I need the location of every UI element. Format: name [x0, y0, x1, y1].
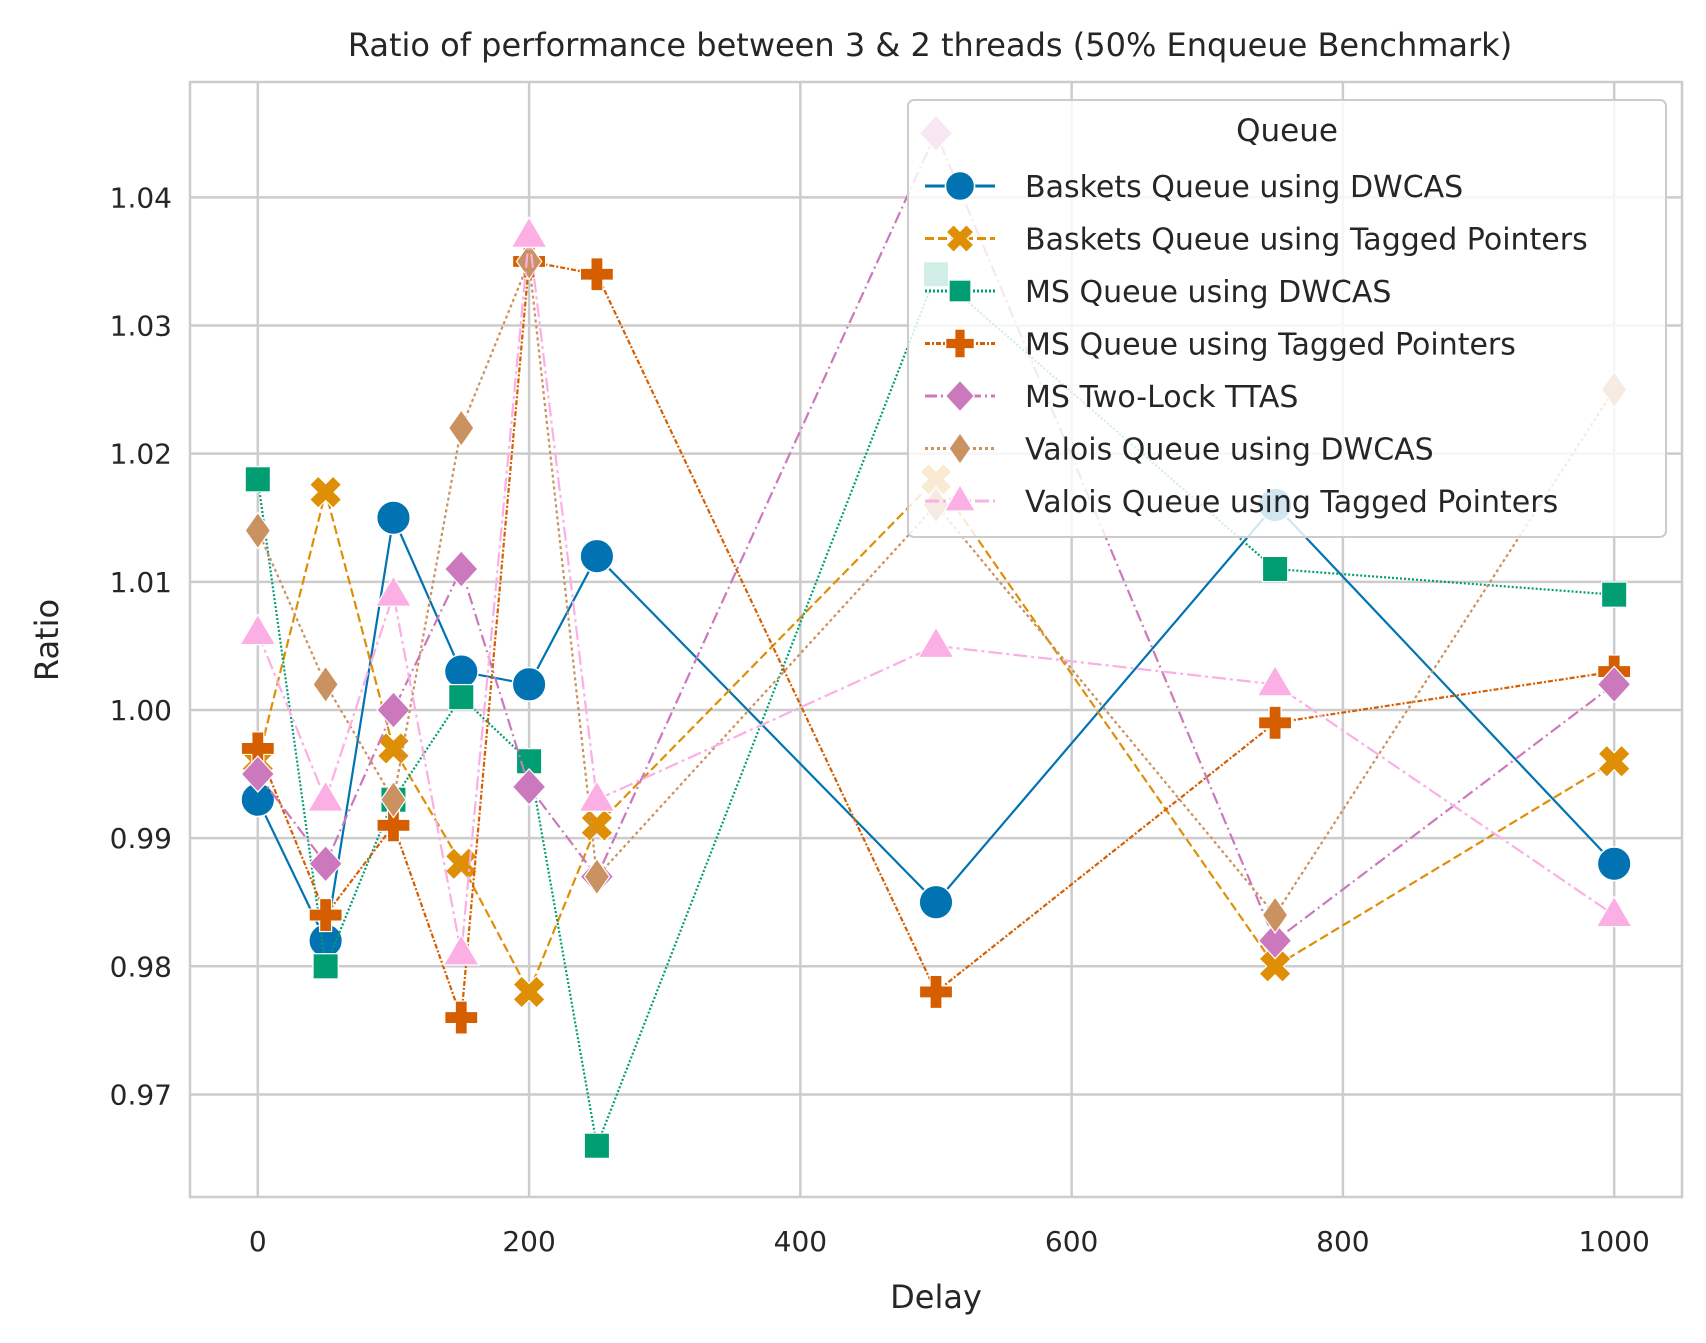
data-point	[376, 808, 411, 843]
data-point	[244, 466, 272, 493]
data-point	[312, 665, 339, 704]
series-7	[239, 216, 1633, 966]
y-tick-label: 0.97	[110, 1078, 172, 1111]
y-tick-label: 1.01	[110, 566, 172, 599]
legend-marker	[944, 379, 976, 413]
data-point	[444, 1000, 479, 1035]
data-point	[510, 216, 548, 248]
legend-box	[907, 99, 1667, 538]
x-tick-label: 1000	[1579, 1225, 1650, 1258]
legend-entry: MS Queue using DWCAS	[925, 275, 1391, 310]
plot-frame	[188, 80, 1684, 1199]
chart-title: Ratio of performance between 3 & 2 threa…	[348, 26, 1512, 64]
tick-layer: 0 200 400 600 800 1000 0.97 0.98 0.99 1.00 1.01 1.0…	[110, 181, 1650, 1258]
x-tick-label: 200	[502, 1225, 555, 1258]
legend-label: MS Queue using Tagged Pointers	[1025, 328, 1516, 363]
data-point	[1595, 895, 1633, 928]
data-point	[917, 626, 955, 659]
y-tick-label: 1.02	[110, 438, 172, 471]
y-axis-label: Ratio	[28, 599, 66, 681]
data-point	[1597, 744, 1631, 779]
y-tick-label: 1.00	[110, 694, 172, 727]
data-point	[579, 538, 615, 574]
x-tick-label: 600	[1045, 1225, 1098, 1258]
legend-entry: Valois Queue using Tagged Pointers	[925, 483, 1558, 520]
legend-entry: MS Queue using Tagged Pointers	[925, 328, 1516, 363]
legend-marker	[945, 223, 975, 254]
y-tick-label: 1.04	[110, 181, 172, 214]
data-point	[1596, 846, 1632, 882]
data-point	[240, 755, 276, 793]
data-point	[1261, 895, 1289, 935]
legend-entry: MS Two-Lock TTAS	[925, 379, 1298, 415]
data-point	[443, 653, 479, 690]
x-tick-label: 800	[1316, 1225, 1369, 1258]
data-point	[376, 731, 411, 766]
y-tick-label: 1.03	[110, 310, 172, 343]
data-point	[442, 933, 480, 966]
legend-label: Baskets Queue using Tagged Pointers	[1025, 223, 1588, 258]
legend-marker	[943, 483, 977, 512]
data-point	[447, 408, 475, 448]
legend-entry: Valois Queue using DWCAS	[925, 431, 1434, 468]
y-tick-label: 0.99	[110, 822, 172, 855]
y-tick-label: 0.98	[110, 950, 172, 983]
data-point	[511, 767, 547, 806]
series-2	[241, 462, 1631, 1009]
legend-marker	[945, 328, 975, 359]
x-axis-label: Delay	[890, 1278, 982, 1316]
legend-label: Valois Queue using Tagged Pointers	[1025, 485, 1558, 520]
data-point	[1261, 555, 1289, 583]
data-point	[1596, 665, 1632, 704]
data-point	[1256, 664, 1294, 697]
data-point	[443, 550, 479, 588]
x-tick-label: 0	[249, 1225, 267, 1258]
legend-label: Baskets Queue using DWCAS	[1025, 170, 1463, 205]
data-point	[308, 475, 343, 509]
data-point	[918, 884, 954, 920]
data-point	[374, 574, 413, 607]
data-point	[512, 975, 546, 1009]
legend-marker	[948, 279, 972, 303]
legend-label: MS Queue using DWCAS	[1025, 275, 1391, 310]
data-point	[308, 897, 343, 933]
legend-marker	[948, 431, 972, 466]
data-point	[515, 242, 543, 281]
legend-marker	[944, 170, 976, 202]
data-point	[376, 691, 411, 729]
data-point	[918, 974, 954, 1010]
data-point	[306, 779, 345, 812]
data-point	[312, 953, 339, 980]
data-point	[1257, 921, 1293, 960]
data-point	[511, 666, 547, 702]
data-point	[375, 500, 412, 536]
x-tick-label: 400	[774, 1225, 827, 1258]
data-point	[244, 511, 272, 550]
data-point	[380, 780, 407, 819]
data-point	[1257, 705, 1293, 740]
data-point	[1600, 581, 1628, 608]
legend-entries: Baskets Queue using DWCAS Baskets Queue u…	[925, 170, 1588, 520]
data-point	[583, 857, 611, 896]
data-point	[239, 613, 277, 646]
data-point	[579, 257, 615, 292]
legend-title: Queue	[1236, 113, 1338, 149]
data-point	[583, 1132, 611, 1159]
legend-entry: Baskets Queue using Tagged Pointers	[925, 223, 1588, 258]
data-point	[578, 779, 616, 812]
data-point	[308, 844, 343, 883]
data-point	[448, 683, 475, 711]
legend-entry: Baskets Queue using DWCAS	[925, 170, 1463, 205]
legend-label: MS Two-Lock TTAS	[1025, 380, 1298, 415]
legend-label: Valois Queue using DWCAS	[1025, 433, 1434, 468]
